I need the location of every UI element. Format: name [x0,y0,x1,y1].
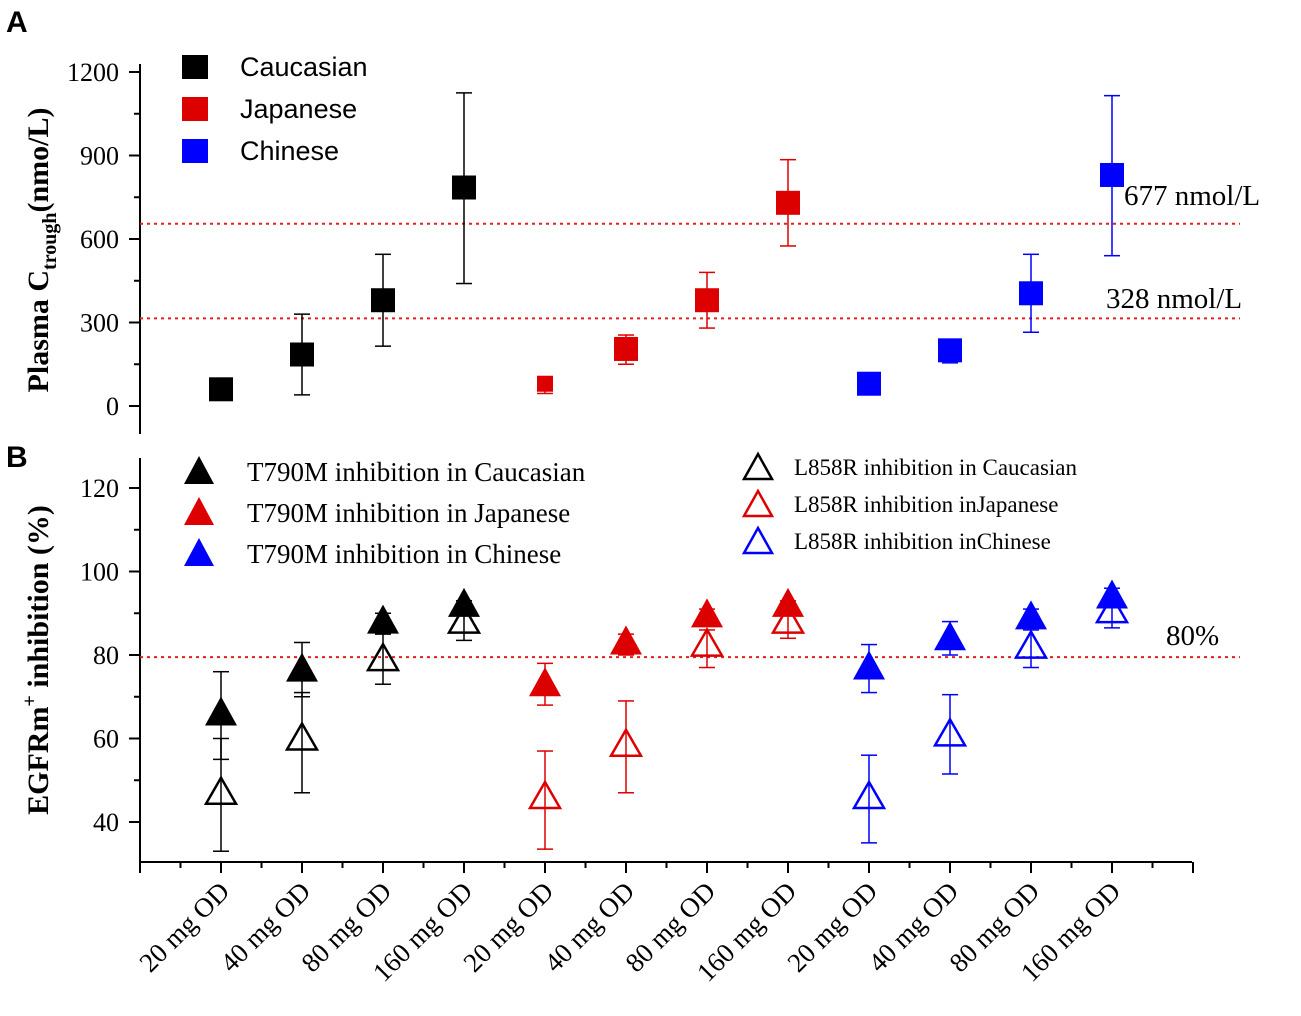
panel-b-y-label-sup: + [19,695,41,706]
panel-a-ytick-label-0: 0 [106,392,119,421]
legend-marker-japanese [182,97,208,121]
legend-label-l858r-2: L858R inhibition inChinese [794,529,1051,554]
point-japanese-8 [776,190,800,215]
point-t790m-chinese-10 [934,621,966,651]
point-l858r-chinese-10 [932,716,968,747]
legend-label-t790m-0: T790M inhibition in Caucasian [247,457,586,487]
legend-label-caucasian: Caucasian [240,52,368,82]
panel-b-y-label-rest: inhibition (%) [22,505,55,695]
legend-marker-l858r-2 [741,525,775,555]
point-japanese-7 [695,288,719,313]
legend-marker-chinese [182,139,208,163]
reference-label-1: 328 nmol/L [1106,283,1242,315]
panel-a-y-label-unit: (nmo/L) [22,108,55,213]
reference-label-80: 80% [1166,620,1219,652]
point-l858r-japanese-6 [608,727,644,758]
point-l858r-chinese-9 [851,779,887,810]
panel-b-legend: T790M inhibition in Caucasian T790M inhib… [184,451,1077,569]
point-t790m-caucasian-2 [286,652,318,682]
panel-a-ytick-label-300: 300 [80,309,119,338]
point-chinese-11 [1019,281,1043,306]
reference-label-0: 677 nmol/L [1124,180,1260,212]
point-chinese-9 [857,371,881,396]
point-t790m-chinese-9 [853,650,885,680]
point-l858r-caucasian-4 [446,604,482,634]
panel-b-y-label: EGFRm+ inhibition (%) [19,505,55,815]
legend-label-japanese: Japanese [240,94,357,124]
point-l858r-japanese-8 [770,604,806,634]
point-caucasian-4 [452,175,476,200]
panel-a-label: A [6,6,28,39]
point-chinese-10 [938,338,962,363]
panel-b: B 40 60 80 100 120 EGFRm+ inhibition (%) 80%… [6,441,1240,987]
point-l858r-chinese-12 [1094,593,1130,624]
legend-marker-l858r-1 [741,488,775,518]
panel-a-ytick-label-1200: 1200 [67,58,119,87]
point-japanese-5 [537,375,553,392]
legend-marker-t790m-0 [184,456,214,484]
legend-label-t790m-1: T790M inhibition in Japanese [247,498,570,528]
legend-label-chinese: Chinese [240,136,339,166]
panel-a: A 0 300 600 900 1200 Plasma Ctrough(nmo/L) 6… [6,6,1260,434]
point-caucasian-1 [209,377,233,402]
panel-a-legend: Caucasian Japanese Chinese [182,52,368,166]
legend-label-t790m-2: T790M inhibition in Chinese [247,539,561,569]
point-t790m-japanese-7 [691,598,723,628]
point-t790m-chinese-11 [1015,600,1047,630]
legend-marker-l858r-0 [741,451,775,481]
legend-marker-caucasian [182,55,208,79]
panel-b-y-ticks: 40 60 80 100 120 [80,474,140,837]
point-l858r-caucasian-2 [284,720,320,751]
point-l858r-japanese-7 [689,627,725,657]
point-t790m-japanese-5 [529,667,561,697]
point-t790m-caucasian-3 [367,604,399,634]
point-l858r-chinese-11 [1013,629,1049,659]
point-japanese-6 [614,336,638,361]
panel-b-ytick-label-100: 100 [80,558,119,587]
panel-b-ytick-label-40: 40 [93,808,119,837]
point-t790m-caucasian-1 [205,696,237,726]
panel-b-reference-lines: 80% [140,620,1240,659]
point-t790m-japanese-6 [610,625,642,655]
panel-a-y-label-sub: trough [39,213,61,270]
panel-a-points [209,92,1124,402]
panel-a-reference-lines: 677 nmol/L 328 nmol/L [140,180,1260,320]
legend-label-l858r-1: L858R inhibition inJapanese [794,492,1058,517]
panel-a-ytick-label-900: 900 [80,142,119,171]
panel-a-y-ticks: 0 300 600 900 1200 [67,58,140,421]
point-l858r-caucasian-3 [365,641,401,672]
point-l858r-japanese-5 [527,779,563,810]
panel-a-y-label: Plasma Ctrough(nmo/L) [22,108,61,393]
panel-b-points [203,579,1130,852]
point-chinese-12 [1100,162,1124,187]
point-caucasian-2 [290,342,314,367]
panel-b-y-label-main: EGFRm [22,707,55,815]
legend-marker-t790m-2 [184,538,214,566]
panel-b-label: B [6,441,28,474]
panel-b-ytick-label-80: 80 [93,641,119,670]
x-axis-ticks [139,862,1194,873]
panel-a-y-label-main: Plasma C [22,270,55,393]
legend-label-l858r-0: L858R inhibition in Caucasian [794,455,1077,480]
panel-a-ytick-label-600: 600 [80,225,119,254]
panel-b-ytick-label-120: 120 [80,474,119,503]
point-caucasian-3 [371,288,395,313]
point-l858r-caucasian-1 [203,775,239,806]
panel-b-ytick-label-60: 60 [93,725,119,754]
legend-marker-t790m-1 [184,497,214,525]
